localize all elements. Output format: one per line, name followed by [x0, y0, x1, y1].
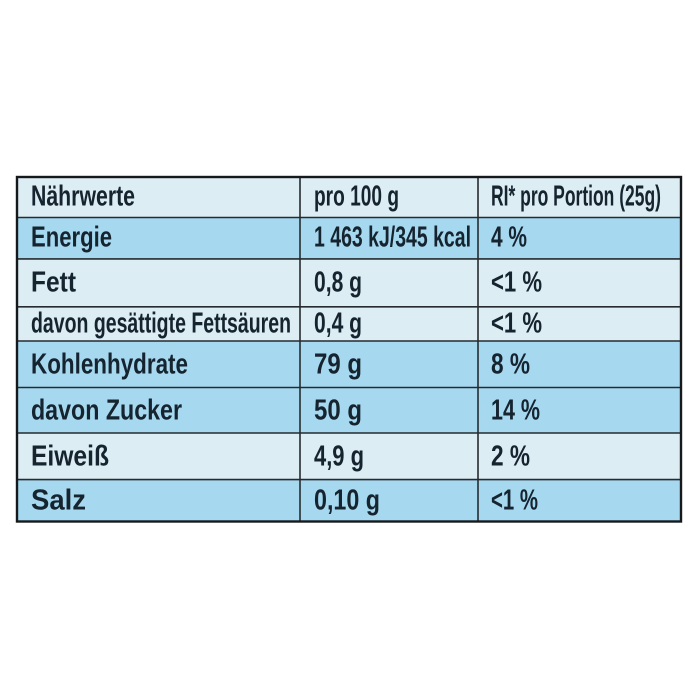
svg-text:4,9 g: 4,9 g — [314, 441, 364, 473]
svg-text:Energie: Energie — [31, 222, 112, 254]
svg-text:2 %: 2 % — [491, 441, 530, 473]
svg-text:Eiweiß: Eiweiß — [31, 441, 109, 473]
svg-text:<1 %: <1 % — [491, 485, 538, 517]
svg-text:pro 100 g: pro 100 g — [314, 181, 399, 213]
svg-text:Fett: Fett — [31, 267, 76, 299]
svg-text:davon Zucker: davon Zucker — [31, 395, 182, 427]
svg-text:<1 %: <1 % — [491, 308, 542, 340]
svg-text:1 463 kJ/345 kcal: 1 463 kJ/345 kcal — [314, 222, 471, 254]
svg-text:RI* pro Portion (25g): RI* pro Portion (25g) — [491, 181, 661, 213]
svg-text:14 %: 14 % — [491, 395, 540, 427]
svg-text:davon gesättigte Fettsäuren: davon gesättigte Fettsäuren — [31, 308, 291, 340]
svg-text:50 g: 50 g — [314, 395, 362, 427]
svg-text:0,8 g: 0,8 g — [314, 267, 362, 299]
svg-text:<1 %: <1 % — [491, 267, 542, 299]
svg-text:79 g: 79 g — [314, 349, 362, 381]
svg-text:Nährwerte: Nährwerte — [31, 181, 135, 213]
svg-text:Salz: Salz — [31, 485, 86, 517]
svg-text:4 %: 4 % — [491, 222, 527, 254]
svg-text:Kohlenhydrate: Kohlenhydrate — [31, 349, 188, 381]
svg-text:0,10 g: 0,10 g — [314, 485, 380, 517]
svg-text:8 %: 8 % — [491, 349, 530, 381]
svg-text:0,4 g: 0,4 g — [314, 308, 362, 340]
